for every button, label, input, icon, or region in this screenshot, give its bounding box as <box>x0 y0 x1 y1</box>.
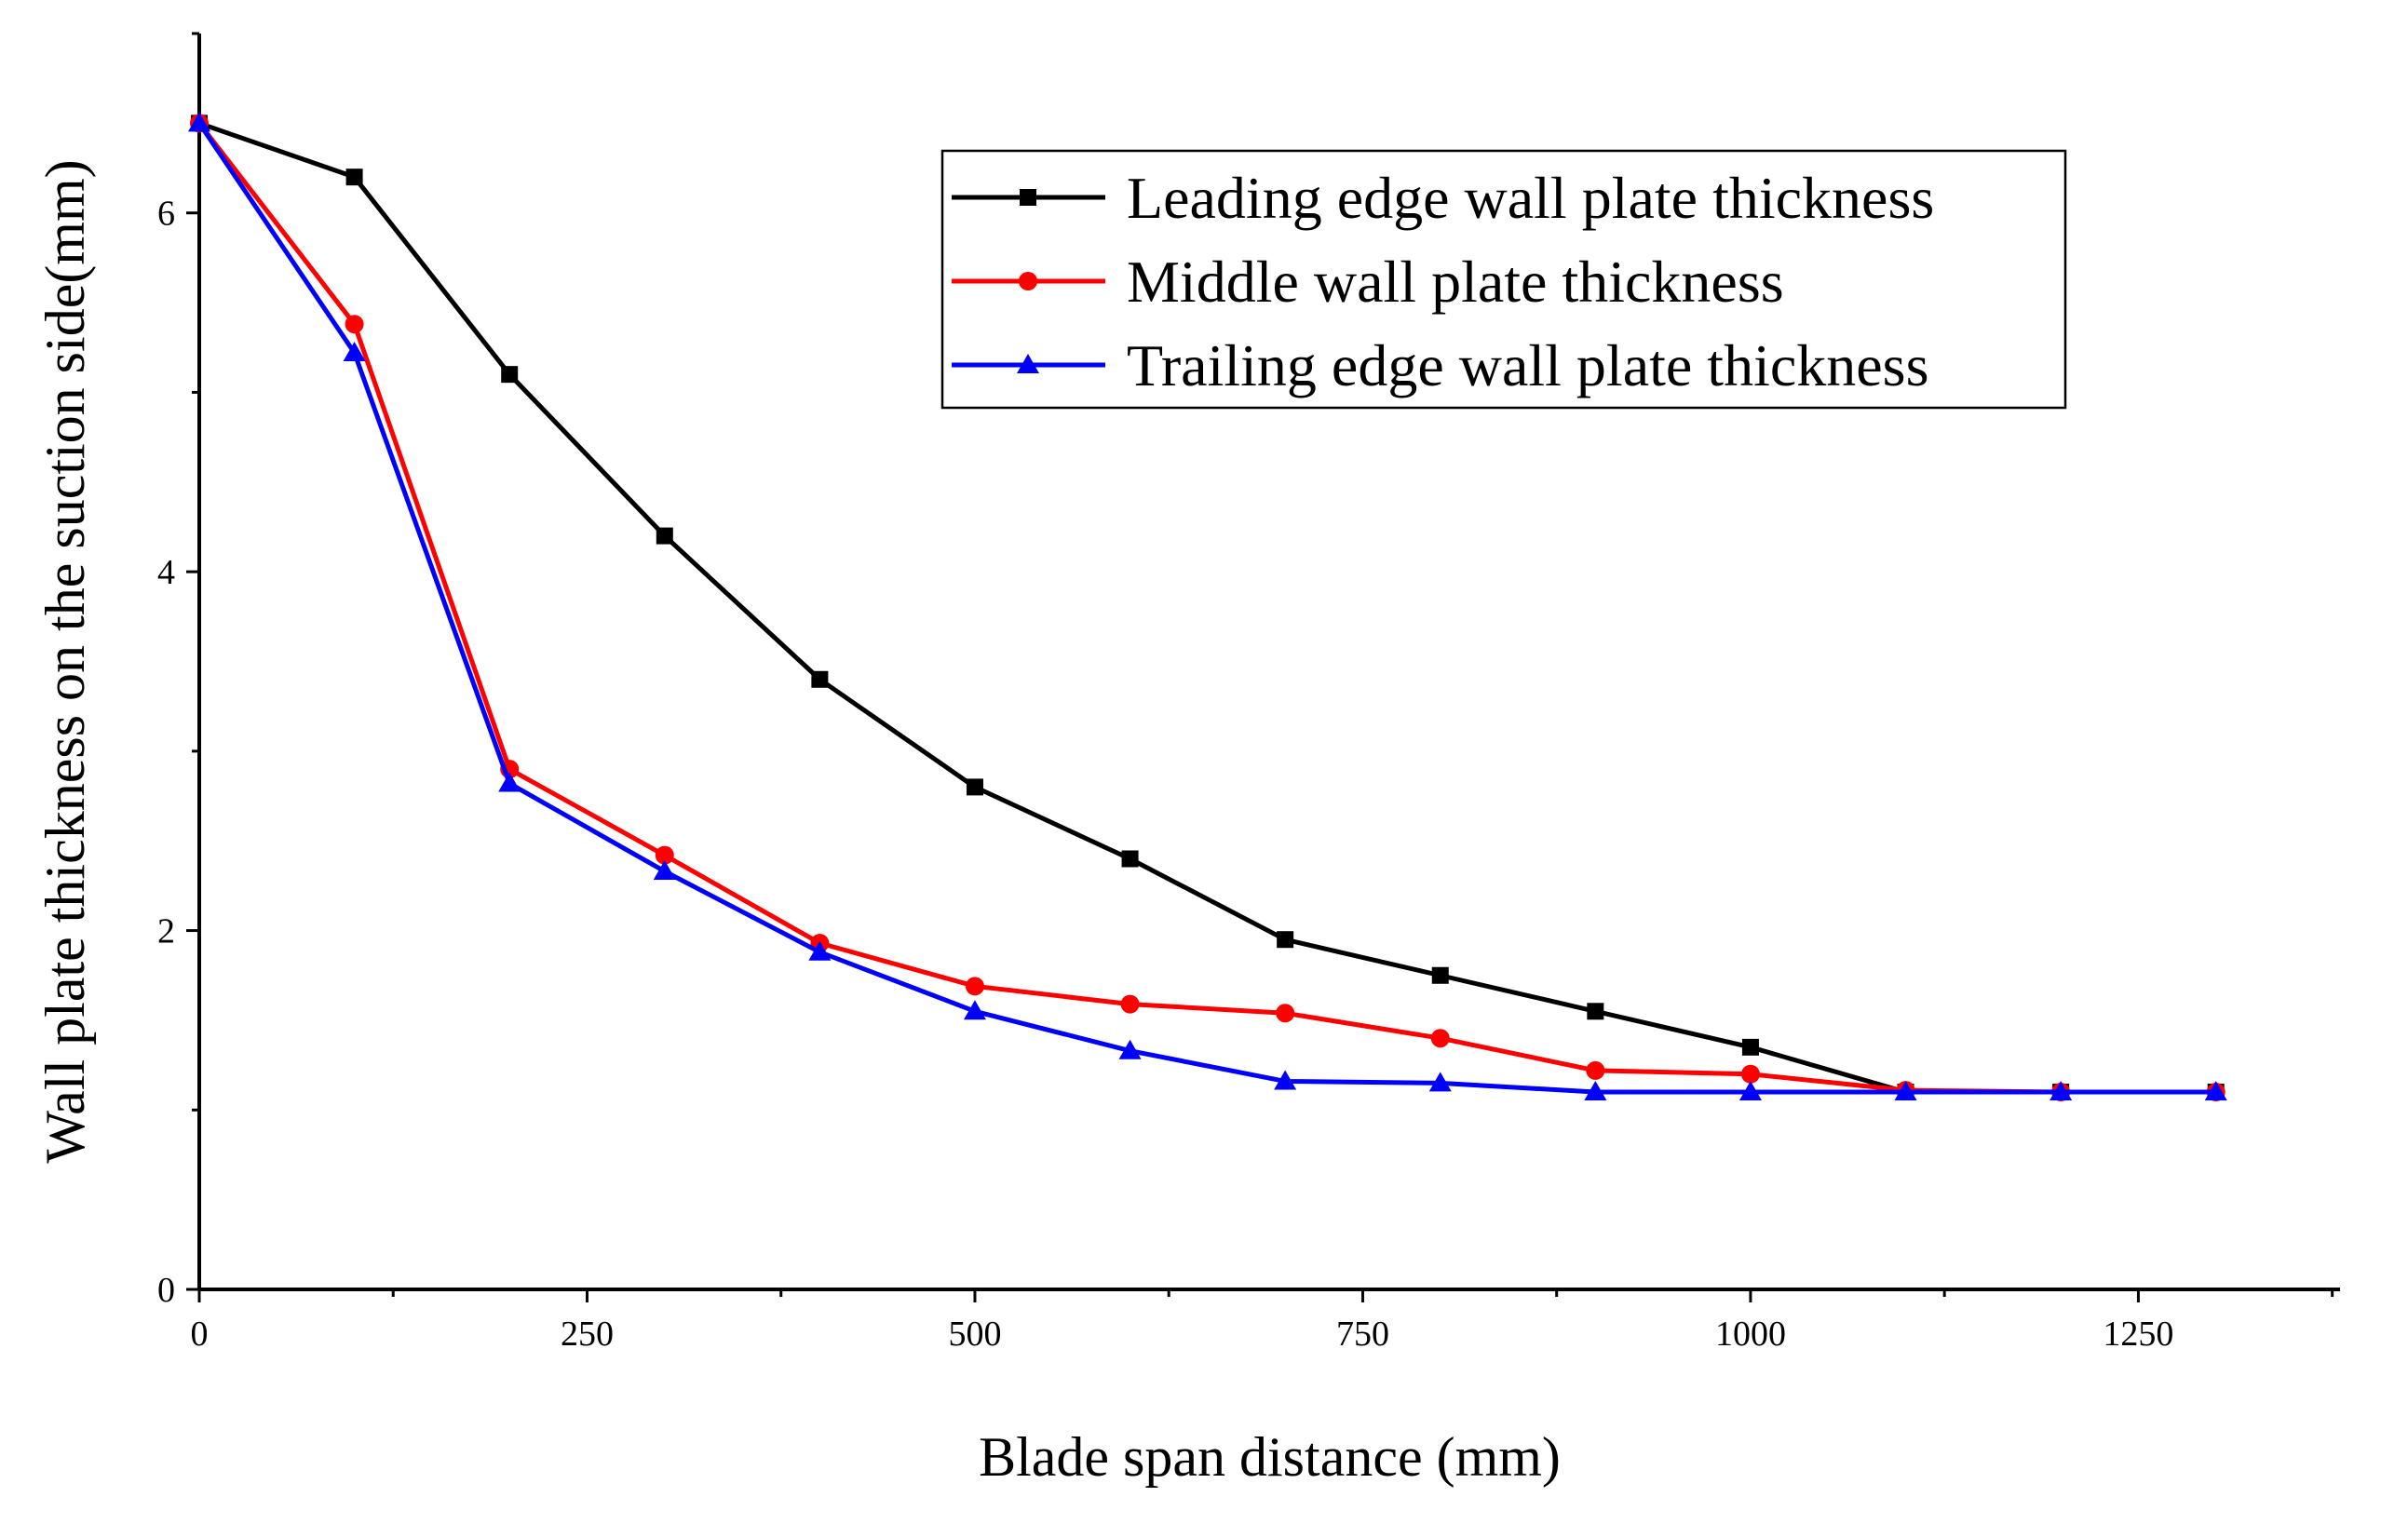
x-axis-title: Blade span distance (mm) <box>979 1426 1561 1488</box>
data-point <box>1276 1004 1295 1023</box>
legend-item: Leading edge wall plate thickness <box>952 165 1934 231</box>
data-point <box>1587 1003 1604 1020</box>
data-point <box>343 342 366 362</box>
y-tick-label: 0 <box>157 1271 175 1310</box>
data-point <box>1584 1081 1607 1101</box>
data-point <box>965 977 984 996</box>
data-point <box>1738 1081 1762 1101</box>
x-ticks: 0 250 500 750 1000 1250 <box>191 1289 2334 1354</box>
legend-marker <box>1019 272 1037 290</box>
x-tick-label: 500 <box>948 1315 1001 1354</box>
series-line <box>198 120 2216 1095</box>
legend-label: Leading edge wall plate thickness <box>1127 165 1934 231</box>
data-point <box>656 527 673 545</box>
data-point <box>498 772 521 792</box>
x-tick-label: 250 <box>561 1315 614 1354</box>
legend-label: Middle wall plate thickness <box>1127 249 1784 315</box>
data-point <box>1120 994 1140 1014</box>
data-point <box>963 1000 986 1020</box>
data-point <box>1741 1038 1759 1056</box>
data-point <box>1118 1039 1142 1059</box>
y-ticks: 0 2 4 6 <box>157 32 199 1310</box>
legend-label: Trailing edge wall plate thickness <box>1127 332 1928 398</box>
data-point <box>966 778 983 796</box>
series-3 <box>188 112 2227 1101</box>
legend-item: Middle wall plate thickness <box>952 249 1784 315</box>
series-layer <box>188 112 2227 1102</box>
data-point <box>1740 1064 1760 1084</box>
data-point <box>808 940 832 961</box>
data-point <box>1430 1029 1450 1048</box>
series-line <box>196 121 2216 1095</box>
data-point <box>1428 1072 1452 1092</box>
data-point <box>345 315 364 334</box>
data-point <box>1586 1060 1605 1080</box>
y-tick-label: 6 <box>157 195 175 234</box>
y-tick-label: 2 <box>157 912 175 951</box>
y-tick-label: 4 <box>157 553 175 592</box>
legend-marker <box>1020 189 1036 206</box>
x-tick-label: 1000 <box>1715 1315 1786 1354</box>
legend-item: Trailing edge wall plate thickness <box>952 332 1928 398</box>
plot-area: 0 250 500 750 1000 1250 0 2 4 6 <box>157 32 2340 1354</box>
x-tick-label: 1250 <box>2103 1315 2173 1354</box>
x-tick-label: 0 <box>191 1315 209 1354</box>
data-point <box>345 169 363 186</box>
data-point <box>501 366 519 384</box>
data-point <box>2204 1081 2227 1101</box>
data-point <box>2050 1081 2073 1101</box>
data-point <box>1274 1070 1297 1090</box>
data-point <box>1121 850 1139 868</box>
data-point <box>653 859 676 880</box>
data-point <box>188 112 210 132</box>
data-point <box>1894 1081 1917 1101</box>
x-tick-label: 750 <box>1336 1315 1389 1354</box>
legend: Leading edge wall plate thickness Middle … <box>940 149 2067 410</box>
y-axis-title: Wall plate thickness on the suction side… <box>34 159 96 1163</box>
legend-box <box>940 149 2067 410</box>
data-point <box>655 845 674 865</box>
data-point <box>1277 931 1294 949</box>
data-point <box>1431 966 1449 984</box>
data-point <box>811 670 829 688</box>
series-line <box>197 121 2216 1095</box>
legend-marker <box>1017 354 1039 373</box>
